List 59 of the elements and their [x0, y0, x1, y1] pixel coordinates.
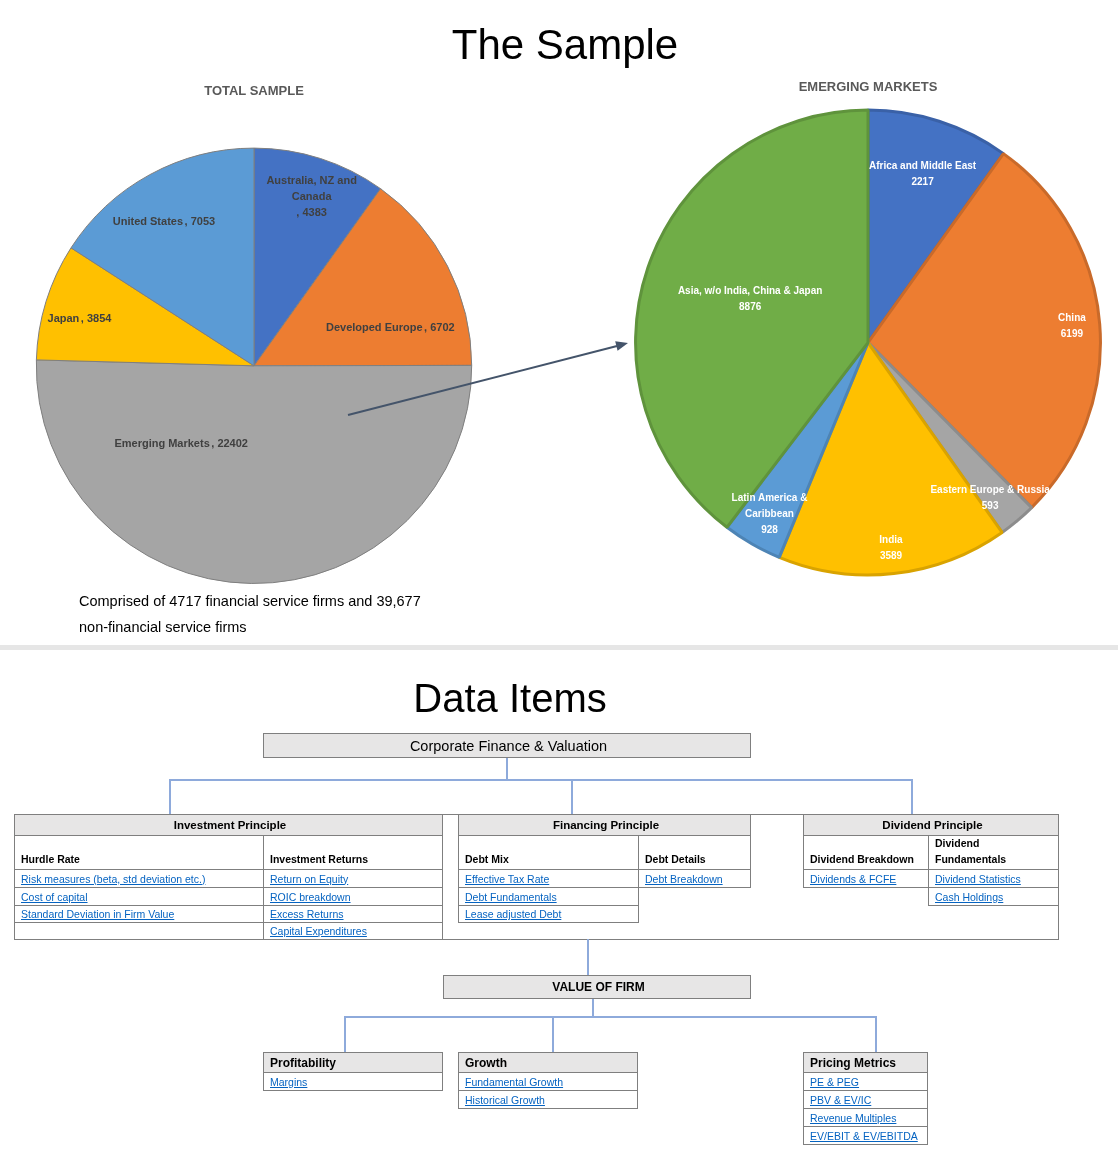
slice-label: Africa and Middle East — [868, 160, 977, 172]
text: ROIC breakdown — [270, 889, 351, 905]
text: EV/EBIT & EV/EBITDA — [810, 1128, 918, 1144]
text: Profitability — [270, 1054, 337, 1071]
data-label: , 22402 — [211, 436, 248, 449]
text: VALUE OF FIRM — [552, 979, 645, 995]
text: Cash Holdings — [935, 889, 1004, 905]
data-label: 8876 — [739, 301, 762, 313]
slice-label: China — [1058, 312, 1087, 324]
text: Effective Tax Rate — [465, 871, 550, 887]
slice-label: Asia, w/o India, China & Japan — [677, 285, 823, 297]
text: Dividend Breakdown — [810, 852, 914, 867]
text: Risk measures (beta, std deviation etc.) — [21, 871, 206, 887]
data-label: , 3854 — [80, 312, 113, 325]
slice-label: Emerging Markets — [114, 436, 210, 449]
text: Dividend Principle — [882, 818, 983, 833]
text: Fundamental Growth — [465, 1074, 564, 1090]
slice-label: Australia, NZ and Canada — [266, 173, 357, 202]
data-label: 3589 — [879, 549, 903, 561]
text: Revenue Multiples — [810, 1110, 897, 1126]
text: Excess Returns — [270, 907, 344, 922]
text: Growth — [465, 1054, 507, 1071]
text: Hurdle Rate — [21, 852, 80, 867]
text: PBV & EV/IC — [810, 1092, 872, 1108]
text: Capital Expenditures — [270, 924, 367, 939]
text: Historical Growth — [465, 1092, 545, 1108]
data-label: 6199 — [1060, 328, 1084, 340]
text: Comprised of 4717 financial service firms and 39,677 non-financial service firms — [79, 592, 422, 637]
text: Financing Principle — [552, 818, 660, 833]
text: Data Items — [412, 675, 608, 722]
text: Debt Details — [645, 852, 706, 867]
text: Dividend Fundamentals — [935, 836, 1008, 867]
text: Standard Deviation in Firm Value — [21, 907, 175, 922]
data-label: , 6702 — [424, 320, 455, 333]
text: Corporate Finance & Valuation — [409, 737, 608, 754]
text: Investment Returns — [270, 852, 369, 867]
text: PE & PEG — [810, 1074, 860, 1090]
chart-title: TOTAL SAMPLE — [204, 83, 305, 99]
slice-label: Japan — [47, 312, 80, 325]
text: Pricing Metrics — [810, 1054, 897, 1071]
text: Dividends & FCFE — [810, 871, 897, 887]
text: Lease adjusted Debt — [465, 907, 562, 922]
text: Investment Principle — [173, 818, 287, 833]
chart-title: EMERGING MARKETS — [798, 79, 938, 95]
text: Cost of capital — [21, 889, 88, 905]
text: Debt Fundamentals — [465, 889, 557, 905]
text: Margins — [270, 1074, 308, 1090]
text: Dividend Statistics — [935, 871, 1021, 887]
data-label: , 4383 — [296, 205, 327, 218]
data-label: 928 — [761, 523, 779, 535]
slice-label: India — [879, 533, 904, 545]
text: Return on Equity — [270, 871, 349, 887]
text: Debt Breakdown — [645, 871, 723, 887]
text: Debt Mix — [465, 852, 509, 867]
slice-label: United States — [112, 214, 184, 227]
text: The Sample — [450, 20, 680, 70]
data-label: , 7053 — [184, 214, 216, 227]
data-label: 2217 — [911, 176, 935, 188]
slice-label: Developed Europe — [325, 320, 423, 333]
